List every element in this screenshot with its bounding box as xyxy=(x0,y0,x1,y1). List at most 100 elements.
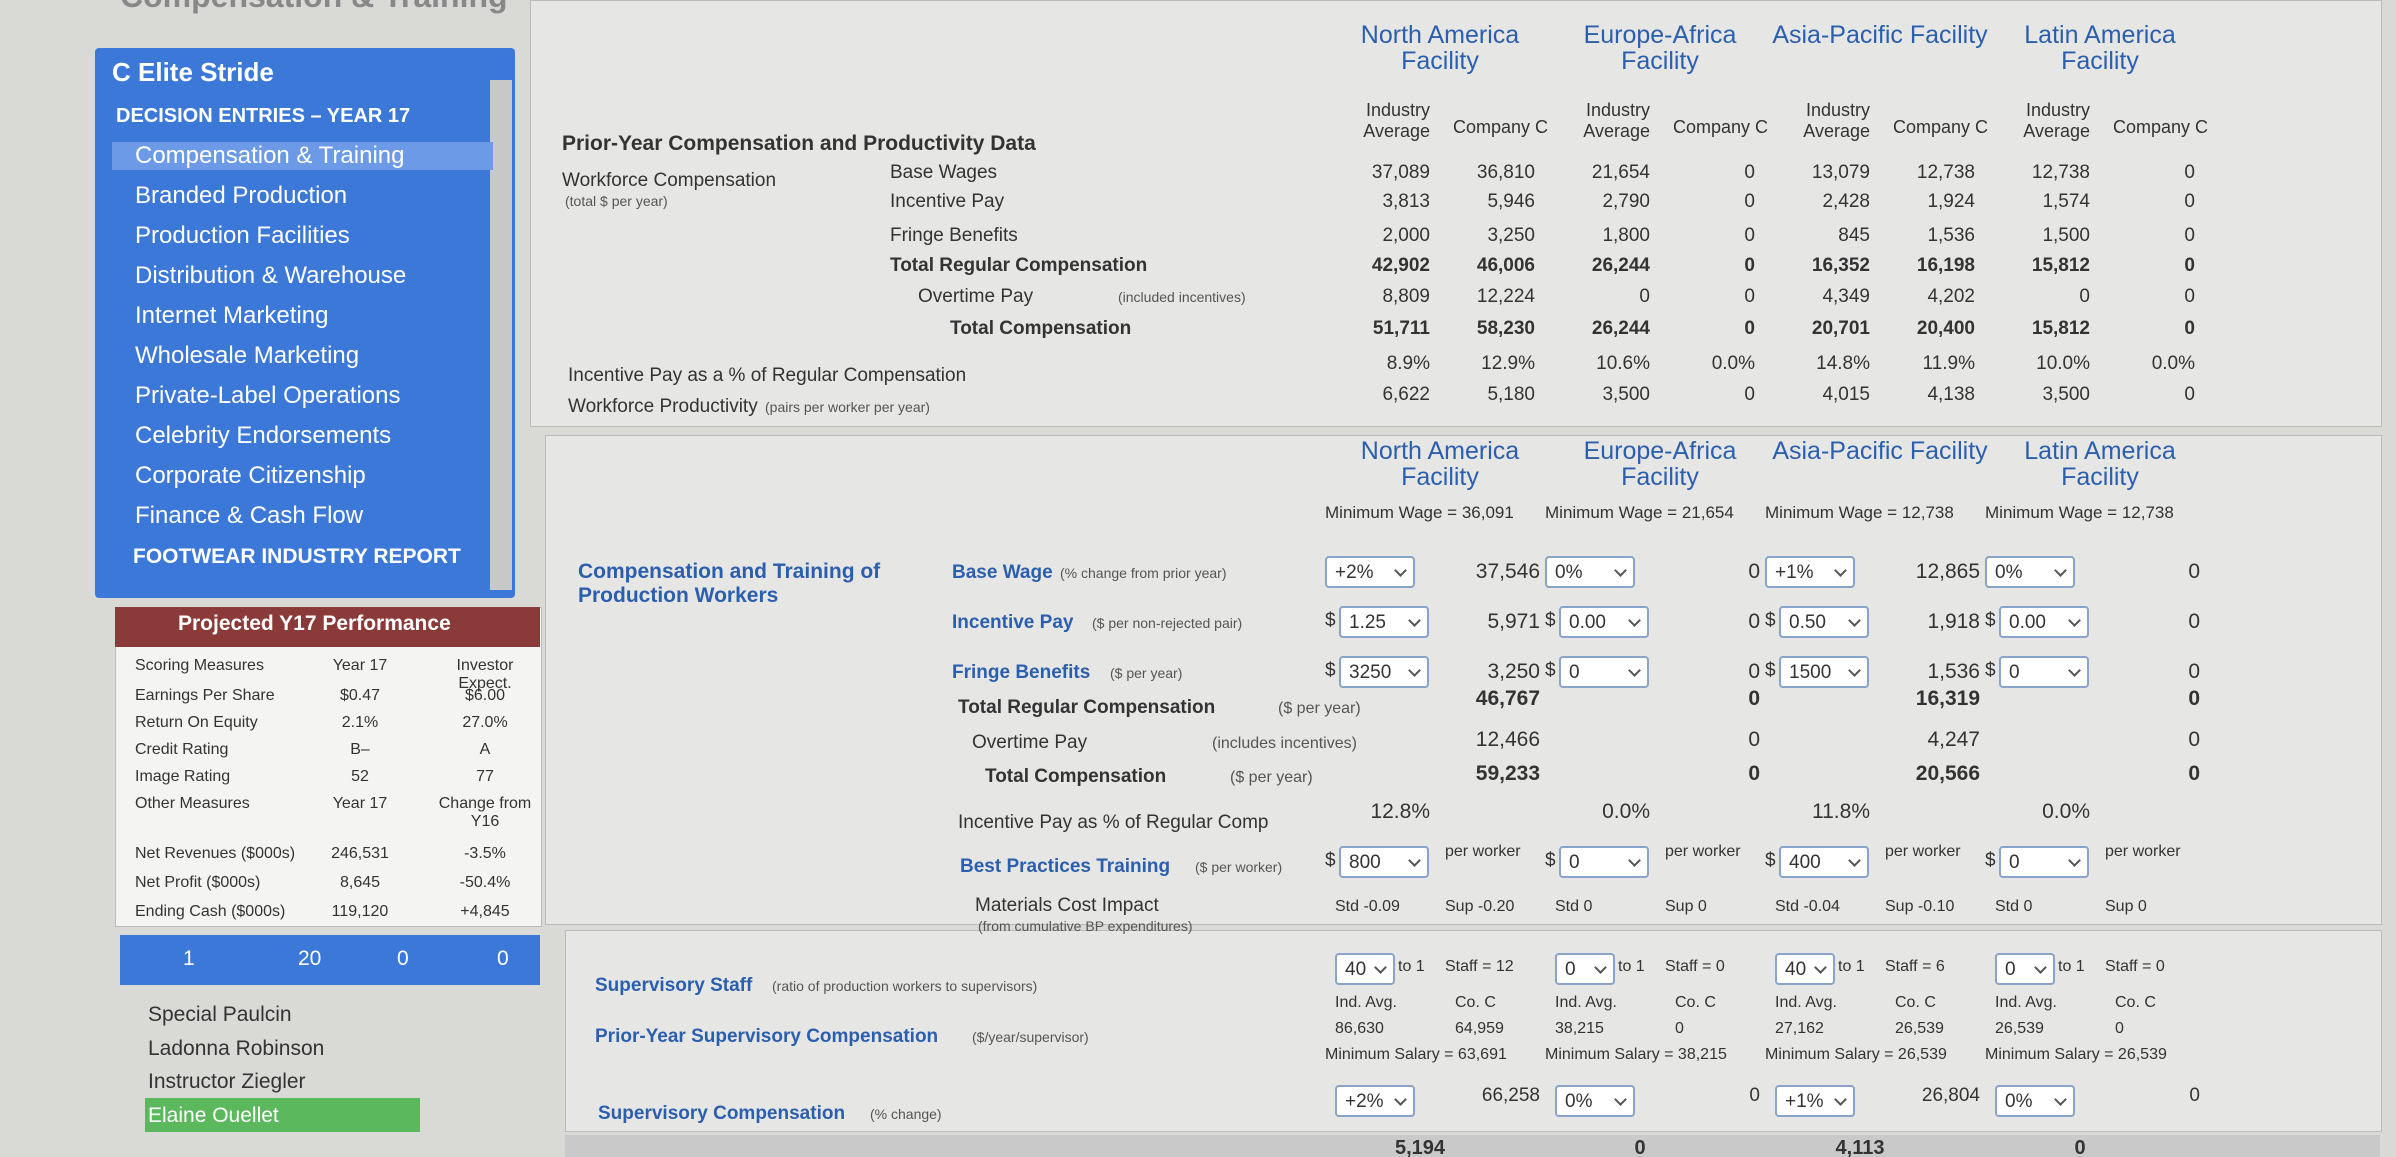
column-header: Industry Average xyxy=(1803,100,1870,141)
menu-item[interactable]: Compensation & Training xyxy=(112,142,493,170)
dropdown[interactable]: 1500 xyxy=(1779,656,1869,688)
dropdown[interactable]: +2% xyxy=(1335,1085,1415,1117)
value-cell: 0 xyxy=(2184,255,2195,276)
dropdown[interactable]: 0% xyxy=(1555,1085,1635,1117)
value-cell: 27,162 xyxy=(1775,1020,1824,1037)
person-name[interactable]: Instructor Ziegler xyxy=(148,1070,306,1093)
table-cell: Net Profit ($000s) xyxy=(135,874,261,891)
row-label: Total Compensation xyxy=(950,318,1132,339)
value-cell: 0 xyxy=(1639,286,1650,307)
value-cell: 3,500 xyxy=(2042,384,2090,405)
facility-header: Europe-Africa Facility xyxy=(1583,437,1737,492)
menu-item[interactable]: Private-Label Operations xyxy=(135,382,401,409)
active-person xyxy=(145,1098,420,1132)
tab-bar xyxy=(120,935,540,985)
section-title: Compensation and Training of Production … xyxy=(578,560,881,608)
result-value: 4,247 xyxy=(1927,728,1980,751)
tab-count[interactable]: 20 xyxy=(298,947,322,970)
value-cell: 21,654 xyxy=(1591,162,1650,183)
result-value: 0 xyxy=(2074,1137,2086,1157)
value-cell: 12,224 xyxy=(1476,286,1535,307)
menu-item[interactable]: Celebrity Endorsements xyxy=(135,422,392,449)
tab-count[interactable]: 1 xyxy=(183,947,195,970)
table-cell: 2.1% xyxy=(341,714,379,731)
dropdown[interactable]: 0.50 xyxy=(1779,606,1869,638)
dropdown[interactable]: 800 xyxy=(1339,846,1429,878)
dropdown[interactable]: 0 xyxy=(1995,953,2055,985)
row-label: Total Compensation xyxy=(985,766,1167,787)
menu-item[interactable]: Corporate Citizenship xyxy=(135,462,366,489)
person-name[interactable]: Elaine Ouellet xyxy=(148,1103,279,1127)
value-cell: 0 xyxy=(2184,286,2195,307)
row-note: (pairs per worker per year) xyxy=(765,399,930,415)
dropdown[interactable]: 0 xyxy=(1999,656,2089,688)
dropdown[interactable]: 0% xyxy=(1985,556,2075,588)
tab-count[interactable]: 0 xyxy=(397,947,409,970)
column-header: Ind. Avg. xyxy=(1775,994,1837,1011)
dropdown[interactable]: 0% xyxy=(1545,556,1635,588)
menu-item[interactable]: Internet Marketing xyxy=(135,302,329,329)
value-cell: 0 xyxy=(1744,286,1755,307)
facility-header: North America Facility xyxy=(1360,21,1520,76)
row-label: Fringe Benefits xyxy=(952,662,1091,683)
value-cell: 0 xyxy=(2115,1020,2124,1037)
dropdown[interactable]: 40 xyxy=(1775,953,1835,985)
value-cell: 0 xyxy=(2184,191,2195,212)
dropdown[interactable]: 0 xyxy=(1559,656,1649,688)
row-note: (includes incentives) xyxy=(1212,735,1357,752)
value-cell: 26,539 xyxy=(1995,1020,2044,1037)
tab-count[interactable]: 0 xyxy=(497,947,509,970)
performance-title: Projected Y17 Performance xyxy=(178,612,451,635)
dropdown[interactable]: 0.00 xyxy=(1999,606,2089,638)
row-label: Incentive Pay as % of Regular Comp xyxy=(958,812,1269,833)
column-header: Company C xyxy=(1672,117,1768,137)
staff-count: Staff = 0 xyxy=(2105,958,2165,975)
result-value: 0 xyxy=(2188,687,2200,710)
dropdown[interactable]: 0% xyxy=(1995,1085,2075,1117)
column-header: Industry Average xyxy=(1583,100,1650,141)
dropdown[interactable]: 0 xyxy=(1555,953,1615,985)
table-cell: 8,645 xyxy=(339,874,381,891)
menu-item[interactable]: Wholesale Marketing xyxy=(135,342,360,369)
menu-item[interactable]: Distribution & Warehouse xyxy=(135,262,407,289)
column-header: Company C xyxy=(1892,117,1988,137)
row-note: ($ per year) xyxy=(1230,769,1313,786)
menu-item[interactable]: Branded Production xyxy=(135,182,348,209)
dropdown[interactable]: 40 xyxy=(1335,953,1395,985)
currency: $ xyxy=(1985,610,1996,631)
result-value: 0 xyxy=(1748,560,1760,583)
unit-label: to 1 xyxy=(2058,958,2085,975)
person-name[interactable]: Ladonna Robinson xyxy=(148,1036,325,1060)
min-salary: Minimum Salary = 38,215 xyxy=(1545,1046,1727,1063)
dropdown[interactable]: 1.25 xyxy=(1339,606,1429,638)
result-value: 59,233 xyxy=(1475,762,1540,785)
value-cell: 2,000 xyxy=(1382,225,1430,246)
result-value: 0 xyxy=(1749,1085,1760,1106)
section-title: DECISION ENTRIES – YEAR 17 xyxy=(116,105,411,127)
currency: $ xyxy=(1765,660,1776,681)
dropdown[interactable]: 3250 xyxy=(1339,656,1429,688)
dropdown[interactable]: 0 xyxy=(1559,846,1649,878)
table-cell: A xyxy=(479,741,491,758)
result-value: 46,767 xyxy=(1475,687,1540,710)
dropdown[interactable]: 400 xyxy=(1779,846,1869,878)
dropdown[interactable]: 0 xyxy=(1999,846,2089,878)
impact-value: Std -0.09 xyxy=(1335,898,1400,915)
dropdown[interactable]: +2% xyxy=(1325,556,1415,588)
currency: $ xyxy=(1765,850,1776,871)
menu-item[interactable]: Production Facilities xyxy=(135,222,350,249)
dropdown[interactable]: 0.00 xyxy=(1559,606,1649,638)
dropdown[interactable]: +1% xyxy=(1765,556,1855,588)
min-salary: Minimum Salary = 63,691 xyxy=(1325,1046,1507,1063)
dropdown[interactable]: +1% xyxy=(1775,1085,1855,1117)
person-name[interactable]: Special Paulcin xyxy=(148,1003,292,1026)
value-cell: 0 xyxy=(2184,225,2195,246)
menu-item[interactable]: Finance & Cash Flow xyxy=(135,502,364,529)
value-cell: 15,812 xyxy=(2031,318,2090,339)
table-cell: 119,120 xyxy=(331,903,389,920)
currency: $ xyxy=(1325,850,1336,871)
result-value: 0 xyxy=(1748,687,1760,710)
value-cell: 0 xyxy=(1744,255,1755,276)
report-link[interactable]: FOOTWEAR INDUSTRY REPORT xyxy=(133,545,461,568)
staff-count: Staff = 6 xyxy=(1885,958,1945,975)
